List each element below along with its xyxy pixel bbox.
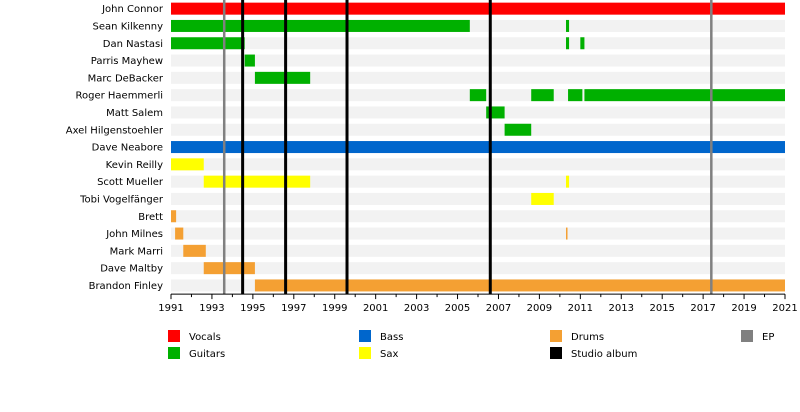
x-tick-label: 2005 bbox=[445, 303, 470, 314]
member-bar bbox=[531, 89, 554, 102]
x-tick-label: 1993 bbox=[199, 303, 224, 314]
member-label: Parris Mayhew bbox=[91, 56, 163, 67]
member-label: John Connor bbox=[101, 4, 164, 15]
row-background bbox=[171, 37, 785, 50]
member-bar bbox=[171, 19, 470, 32]
row-background bbox=[171, 123, 785, 136]
member-bar bbox=[566, 227, 568, 240]
legend-label: Guitars bbox=[189, 349, 225, 360]
member-bar bbox=[568, 89, 583, 102]
member-label: Kevin Reilly bbox=[106, 160, 163, 171]
x-tick-label: 2013 bbox=[609, 303, 634, 314]
member-bar bbox=[584, 89, 785, 102]
member-bar bbox=[531, 192, 554, 205]
x-tick-label: 2011 bbox=[568, 303, 593, 314]
member-label: Brett bbox=[138, 212, 163, 223]
member-label: Dave Neabore bbox=[92, 143, 163, 154]
x-tick-label: 2009 bbox=[527, 303, 552, 314]
legend-swatch bbox=[741, 330, 753, 342]
row-background bbox=[171, 192, 785, 205]
x-tick-label: 2015 bbox=[649, 303, 674, 314]
member-bar bbox=[203, 262, 255, 275]
legend-swatch bbox=[359, 330, 371, 342]
member-label: Brandon Finley bbox=[89, 281, 163, 292]
legend-label: Vocals bbox=[189, 332, 221, 343]
row-background bbox=[171, 158, 785, 171]
row-background bbox=[171, 210, 785, 223]
member-bar bbox=[566, 19, 570, 32]
member-label: Scott Mueller bbox=[97, 177, 164, 188]
member-bar bbox=[469, 89, 487, 102]
member-bar bbox=[171, 2, 785, 15]
row-background bbox=[171, 244, 785, 257]
row-background bbox=[171, 71, 785, 84]
member-label: Matt Salem bbox=[106, 108, 163, 119]
legend-label: EP bbox=[762, 332, 774, 343]
member-label: Marc DeBacker bbox=[88, 73, 164, 84]
legend-label: Drums bbox=[571, 332, 604, 343]
row-background bbox=[171, 227, 785, 240]
member-bar bbox=[175, 227, 184, 240]
x-tick-label: 2001 bbox=[363, 303, 388, 314]
row-background bbox=[171, 175, 785, 188]
legend-swatch bbox=[550, 347, 562, 359]
member-label: Roger Haemmerli bbox=[75, 91, 163, 102]
member-label: Tobi Vogelfänger bbox=[79, 194, 164, 205]
x-tick-label: 2021 bbox=[772, 303, 797, 314]
member-label: Axel Hilgenstoehler bbox=[66, 125, 164, 136]
row-background bbox=[171, 54, 785, 67]
member-bar bbox=[254, 71, 311, 84]
member-bar bbox=[203, 175, 311, 188]
member-label: Dave Maltby bbox=[100, 264, 163, 275]
member-bar bbox=[566, 175, 570, 188]
x-tick-label: 2007 bbox=[486, 303, 511, 314]
member-label: Mark Marri bbox=[110, 246, 163, 257]
member-bar bbox=[580, 37, 585, 50]
legend-label: Sax bbox=[380, 349, 398, 360]
x-tick-label: 1997 bbox=[281, 303, 306, 314]
legend-swatch bbox=[550, 330, 562, 342]
legend-swatch bbox=[359, 347, 371, 359]
x-tick-label: 2017 bbox=[690, 303, 715, 314]
member-bar bbox=[254, 279, 785, 292]
member-bar bbox=[171, 158, 204, 171]
x-tick-label: 2003 bbox=[404, 303, 429, 314]
member-label: Sean Kilkenny bbox=[93, 21, 164, 32]
legend-swatch bbox=[168, 347, 180, 359]
member-bar bbox=[244, 54, 255, 67]
row-background bbox=[171, 262, 785, 275]
member-bar bbox=[171, 37, 245, 50]
x-tick-label: 1995 bbox=[240, 303, 265, 314]
legend-label: Studio album bbox=[571, 349, 637, 360]
member-bar bbox=[171, 141, 785, 154]
member-bar bbox=[566, 37, 570, 50]
member-label: Dan Nastasi bbox=[103, 39, 163, 50]
member-label: John Milnes bbox=[105, 229, 163, 240]
member-bar bbox=[171, 210, 177, 223]
x-tick-label: 2019 bbox=[731, 303, 756, 314]
row-background bbox=[171, 106, 785, 119]
x-tick-label: 1999 bbox=[322, 303, 347, 314]
member-bar bbox=[183, 244, 206, 257]
x-tick-label: 1991 bbox=[158, 303, 183, 314]
member-bar bbox=[504, 123, 532, 136]
legend-swatch bbox=[168, 330, 180, 342]
legend-label: Bass bbox=[380, 332, 403, 343]
